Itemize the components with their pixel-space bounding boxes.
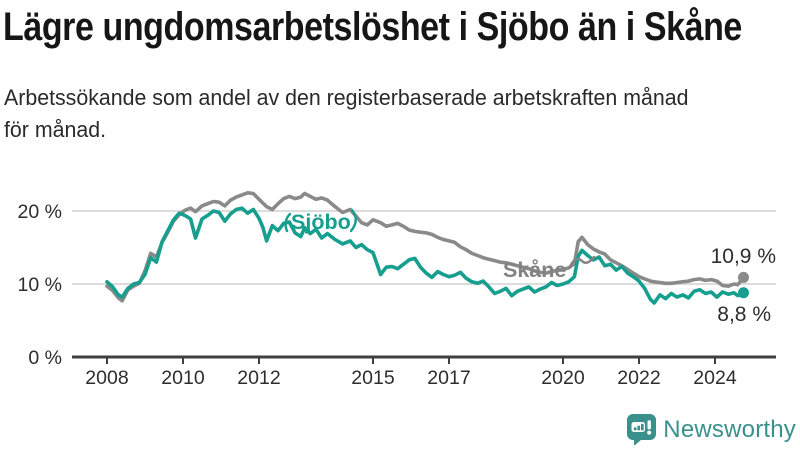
end-dot-skane [738, 271, 749, 283]
series-label-sjobo: Sjöbo [291, 210, 351, 234]
x-tick-label: 2020 [541, 367, 585, 389]
x-axis-ticks: 2008 2010 2012 2015 2017 2020 2022 2024 [85, 357, 737, 389]
x-tick-label: 2010 [161, 367, 205, 389]
newsworthy-bubble-chart-icon [627, 414, 657, 446]
x-tick-label: 2015 [351, 367, 395, 389]
series-line-sjobo [105, 206, 746, 305]
y-tick-label: 20 % [18, 201, 62, 223]
subtitle-line-2: för månad. [4, 116, 107, 142]
y-tick-label: 0 % [28, 347, 62, 369]
chart-subtitle: Arbetssökande som andel av den registerb… [4, 82, 688, 146]
end-dot-sjobo [738, 287, 749, 299]
end-value-label-sjobo: 8,8 % [717, 303, 771, 326]
sjobo-label-swash-left [284, 212, 292, 233]
x-tick-label: 2017 [427, 367, 470, 389]
newsworthy-logo: Newsworthy [626, 413, 796, 446]
sjobo-label-swash-right [349, 208, 357, 233]
y-axis-labels: 0 % 10 % 20 % [18, 201, 62, 369]
series-label-skane: Skåne [503, 258, 566, 282]
y-tick-label: 10 % [18, 274, 62, 296]
series-lines [105, 191, 749, 305]
newsworthy-wordmark: Newsworthy [663, 415, 796, 443]
end-value-label-skane: 10,9 % [711, 245, 776, 268]
subtitle-line-1: Arbetssökande som andel av den registerb… [4, 85, 689, 110]
series-line-skane [105, 191, 746, 303]
x-tick-label: 2024 [693, 367, 737, 389]
x-tick-label: 2012 [237, 367, 280, 389]
x-tick-label: 2008 [85, 367, 128, 389]
x-tick-label: 2022 [617, 367, 660, 389]
page-title: Lägre ungdomsarbetslöshet i Sjöbo än i S… [3, 5, 742, 49]
skane-label-squiggle [568, 255, 596, 269]
